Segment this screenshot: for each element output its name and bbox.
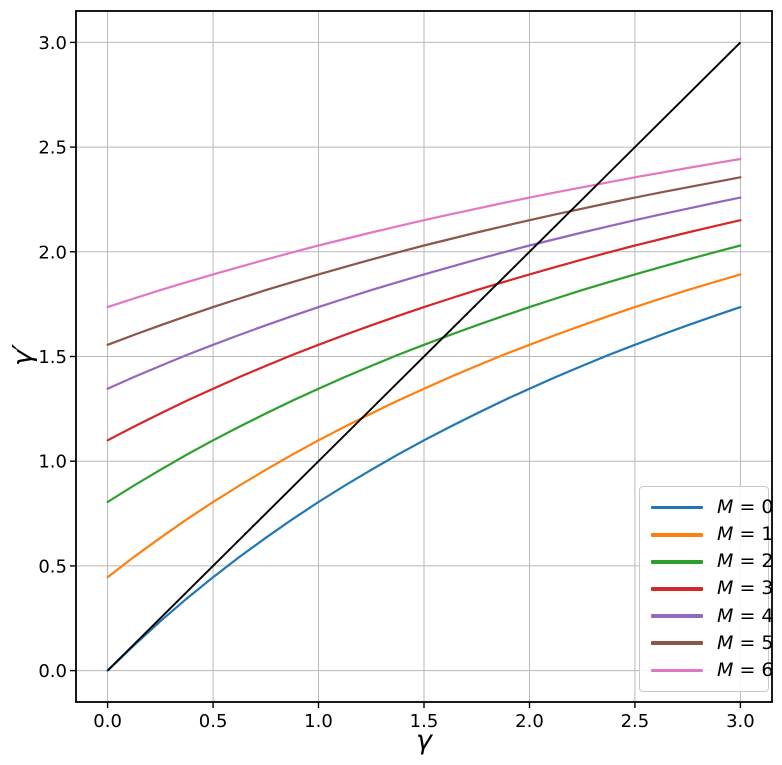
legend-label: M = 0 [717,496,774,519]
y-tick-label: 3.0 [38,33,67,54]
legend-entry-m-2: M = 2 [651,552,774,571]
legend-label: M = 5 [717,631,774,654]
y-tick-label: 0.0 [38,661,67,682]
legend-line-sample [651,587,703,591]
x-tick-label: 3.0 [726,711,755,732]
legend: M = 0 M = 1 M = 2 M = 3 M = 4 M = 5 M = 6 [639,486,774,692]
legend-entry-m-4: M = 4 [651,606,774,626]
x-tick-label: 2.5 [621,711,650,732]
x-tick-label: 0.0 [93,711,122,732]
x-tick-label: 2.0 [515,711,544,732]
curve-m-1 [106,273,742,579]
curve-m-6 [106,157,742,309]
curve-m-5 [106,176,742,346]
curve-m-0 [106,306,742,672]
legend-entry-m-0: M = 0 [651,498,774,517]
legend-entry-m-6: M = 6 [651,660,774,680]
x-axis-label: γ [416,725,432,756]
legend-label: M = 2 [717,550,774,573]
y-tick-label: 0.5 [38,556,67,577]
legend-label: M = 3 [717,577,774,600]
legend-label: M = 1 [717,523,774,546]
legend-entry-m-3: M = 3 [651,579,774,598]
y-tick-label: 1.0 [38,452,67,473]
legend-label: M = 4 [717,604,774,627]
curve-m-4 [106,196,742,390]
legend-label: M = 6 [717,658,774,681]
legend-entry-m-1: M = 1 [651,525,774,544]
legend-line-sample [651,614,703,618]
x-tick-label: 1.5 [410,711,439,732]
x-tick-label: 0.5 [199,711,228,732]
legend-entry-m-5: M = 5 [651,633,774,653]
curve-m-3 [106,219,742,442]
y-axis-label: γ′ [7,343,39,367]
identity-line [106,41,742,672]
y-tick-label: 2.0 [38,242,67,263]
legend-line-sample [651,641,703,646]
x-tick-label: 1.0 [304,711,333,732]
legend-line-sample [651,532,703,537]
y-tick-label: 2.5 [38,138,67,159]
y-tick-label: 1.5 [38,347,67,368]
curve-m-2 [106,244,742,504]
legend-line-sample [651,668,703,673]
legend-line-sample [651,505,703,510]
legend-line-sample [651,560,703,564]
